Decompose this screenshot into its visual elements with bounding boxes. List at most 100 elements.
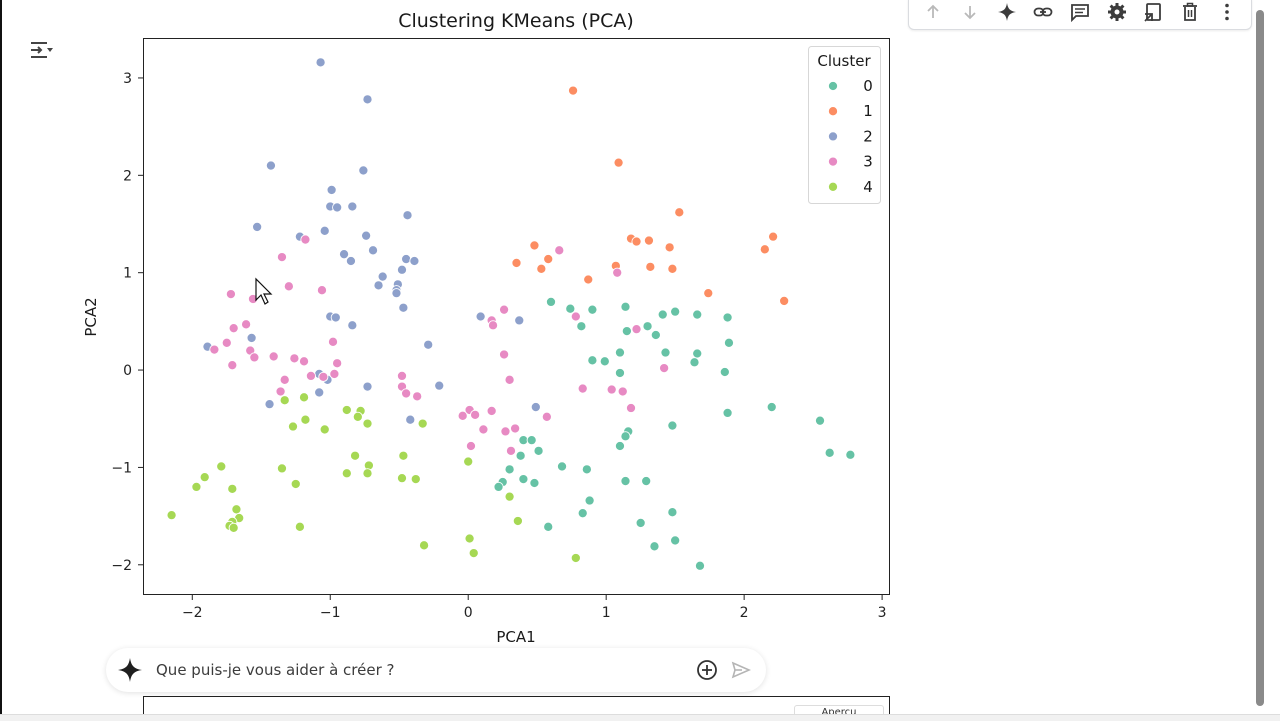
data-point-cluster-0 (545, 296, 557, 307)
data-point-cluster-3 (541, 411, 552, 422)
data-point-cluster-4 (419, 540, 430, 551)
scrollbar-thumb[interactable] (1256, 10, 1264, 706)
y-tick-label: 1 (123, 266, 132, 282)
data-point-cluster-3 (504, 374, 515, 385)
data-point-cluster-3 (279, 374, 290, 385)
data-point-cluster-2 (373, 280, 384, 291)
settings-button[interactable] (1104, 0, 1130, 25)
plot-frame (143, 38, 890, 595)
data-point-cluster-2 (396, 264, 408, 275)
data-point-cluster-0 (650, 329, 661, 341)
y-tick-label: 0 (123, 363, 132, 379)
data-point-cluster-3 (268, 351, 279, 362)
data-point-cluster-4 (216, 461, 227, 472)
data-point-cluster-2 (362, 381, 373, 392)
data-point-cluster-2 (315, 57, 326, 68)
data-point-cluster-2 (391, 288, 402, 299)
data-point-cluster-0 (657, 309, 668, 320)
data-point-cluster-2 (326, 184, 337, 195)
data-point-cluster-0 (660, 347, 671, 358)
comment-button[interactable] (1067, 0, 1093, 25)
data-point-cluster-0 (518, 474, 529, 485)
data-point-cluster-0 (533, 445, 544, 456)
legend-title: Cluster (817, 52, 871, 70)
window-left-border (0, 0, 2, 720)
mirror-cell-button[interactable] (1140, 0, 1166, 25)
data-point-cluster-4 (512, 515, 523, 527)
data-point-cluster-1 (759, 244, 770, 255)
data-point-cluster-4 (398, 450, 409, 461)
y-axis-label: PCA2 (82, 297, 100, 336)
data-point-cluster-1 (703, 288, 714, 299)
data-point-cluster-2 (246, 332, 257, 343)
data-point-cluster-3 (329, 368, 340, 379)
legend-marker-3 (827, 156, 839, 167)
data-point-cluster-0 (577, 508, 588, 519)
move-down-button[interactable] (957, 0, 983, 25)
data-point-cluster-4 (341, 404, 352, 416)
send-button[interactable] (726, 655, 756, 685)
toggle-output-button[interactable] (26, 36, 56, 64)
link-icon (1033, 7, 1053, 17)
data-point-cluster-0 (620, 301, 631, 312)
data-point-cluster-2 (332, 202, 343, 213)
send-icon (731, 661, 751, 679)
x-tick-label: 0 (464, 605, 473, 621)
data-point-cluster-0 (719, 366, 730, 378)
gemini-button[interactable] (994, 0, 1020, 25)
data-point-cluster-3 (659, 363, 670, 374)
data-point-cluster-0 (723, 337, 735, 348)
link-button[interactable] (1030, 0, 1056, 25)
data-point-cluster-0 (543, 521, 554, 532)
legend-label-0: 0 (863, 77, 873, 95)
data-point-cluster-1 (511, 257, 522, 268)
legend-label-4: 4 (863, 178, 873, 196)
data-point-cluster-0 (649, 541, 660, 552)
next-legend-title: Aperçu (821, 707, 857, 716)
data-point-cluster-0 (621, 326, 632, 337)
data-point-cluster-0 (599, 356, 610, 367)
data-point-cluster-1 (631, 236, 642, 247)
data-point-cluster-0 (692, 309, 703, 320)
mouse-cursor-icon (255, 277, 273, 305)
data-point-cluster-4 (294, 521, 305, 532)
trash-icon (1182, 2, 1197, 21)
legend-marker-4 (827, 181, 839, 192)
data-point-cluster-2 (475, 311, 486, 322)
data-point-cluster-2 (345, 255, 356, 267)
data-point-cluster-4 (417, 418, 428, 429)
x-tick-label: 1 (602, 605, 611, 621)
data-point-cluster-3 (617, 386, 628, 397)
more-options-button[interactable] (1214, 0, 1240, 25)
data-point-cluster-2 (265, 160, 276, 171)
data-point-cluster-0 (641, 476, 652, 487)
vertical-scrollbar[interactable] (1254, 0, 1266, 720)
delete-button[interactable] (1177, 0, 1203, 25)
move-up-button[interactable] (920, 0, 946, 25)
x-tick-label: −2 (182, 605, 203, 621)
data-point-cluster-1 (645, 261, 656, 272)
data-point-cluster-4 (570, 552, 581, 564)
data-point-cluster-3 (505, 445, 517, 456)
data-point-cluster-1 (643, 235, 654, 246)
data-point-cluster-0 (565, 303, 576, 314)
data-point-cluster-0 (692, 348, 703, 359)
data-point-cluster-2 (434, 380, 445, 391)
data-point-cluster-1 (543, 254, 554, 265)
data-point-cluster-3 (486, 405, 497, 416)
arrow-up-icon (927, 4, 939, 18)
data-point-cluster-4 (362, 468, 373, 479)
legend-label-3: 3 (863, 153, 873, 171)
data-point-cluster-2 (347, 320, 358, 331)
data-point-cluster-3 (606, 384, 617, 395)
data-point-cluster-4 (468, 548, 479, 559)
gear-icon (1107, 3, 1126, 21)
add-attachment-button[interactable] (692, 655, 722, 685)
data-point-cluster-0 (620, 431, 631, 442)
arrow-down-icon (964, 6, 976, 20)
data-point-cluster-2 (362, 94, 373, 105)
prompt-input[interactable] (154, 660, 688, 680)
data-point-cluster-0 (614, 367, 626, 379)
legend-marker-0 (827, 80, 839, 92)
data-point-cluster-0 (493, 481, 504, 492)
